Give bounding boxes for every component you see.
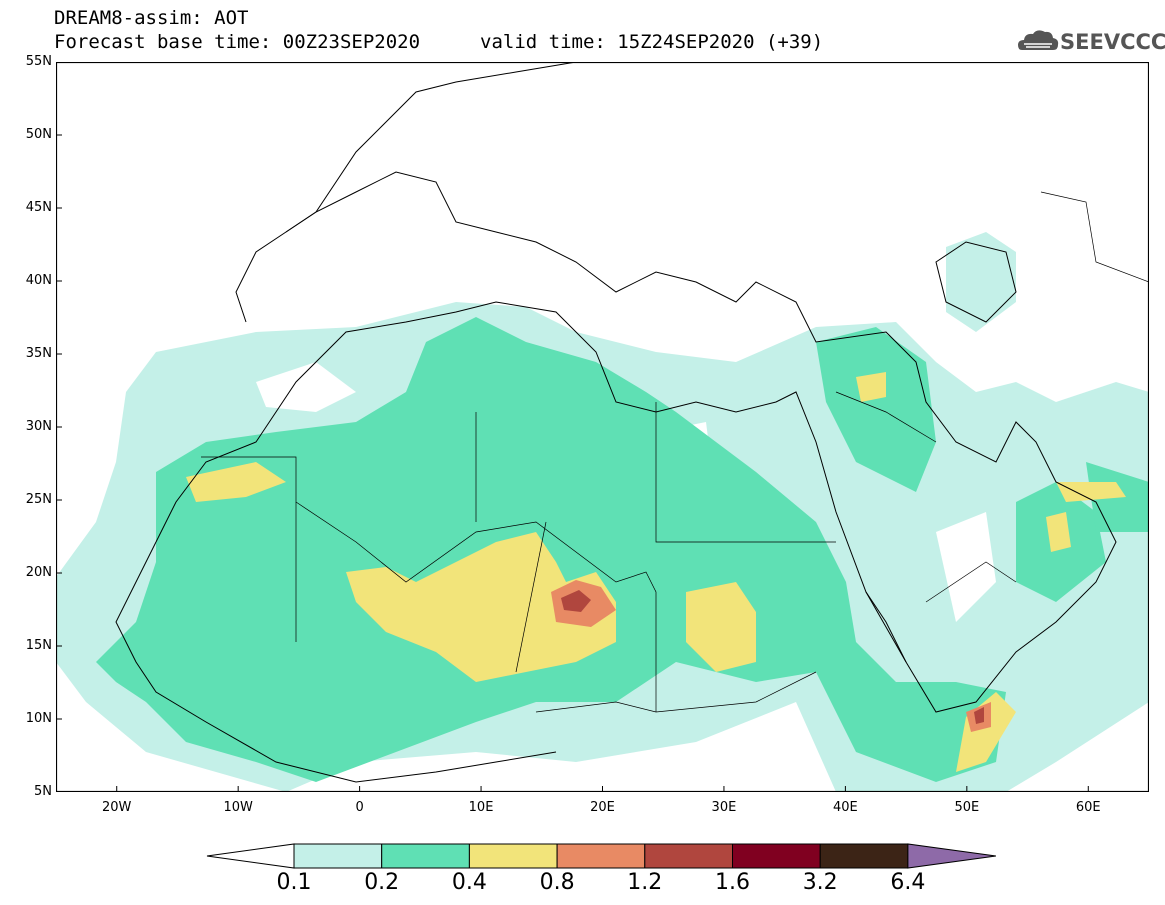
lon-label: 50E xyxy=(954,800,980,815)
lat-label: 30N xyxy=(25,419,52,434)
aot-map xyxy=(56,62,1149,792)
country-borders xyxy=(201,191,1149,713)
colorbar-under-triangle xyxy=(206,843,295,869)
colorbar-bin xyxy=(293,843,383,869)
lat-label: 15N xyxy=(25,638,52,653)
colorbar-label: 3.2 xyxy=(802,870,838,895)
aot-field-0-4 xyxy=(186,372,1126,772)
colorbar-label: 0.8 xyxy=(539,870,575,895)
lat-label: 55N xyxy=(25,54,52,69)
map-title: DREAM8-assim: AOT xyxy=(54,7,249,29)
valid-time: valid time: 15Z24SEP2020 (+39) xyxy=(480,31,824,53)
colorbar-label: 0.1 xyxy=(276,870,312,895)
colorbar xyxy=(206,843,1001,873)
colorbar-label: 0.4 xyxy=(451,870,487,895)
colorbar-bin xyxy=(556,843,646,869)
colorbar-bin xyxy=(468,843,558,869)
axis-ticks xyxy=(56,62,1089,792)
map-panel xyxy=(56,62,1149,792)
lat-label: 50N xyxy=(25,127,52,142)
colorbar-label: 1.6 xyxy=(715,870,750,895)
lat-label: 10N xyxy=(25,711,52,726)
colorbar-bin xyxy=(644,843,733,869)
colorbar-bin xyxy=(819,843,909,869)
aot-field-1-2 xyxy=(561,590,984,724)
colorbar-bin xyxy=(732,843,821,869)
seevccc-cloud-logo-icon xyxy=(1018,30,1059,50)
seevccc-logo-text: SEEVCCC xyxy=(1060,30,1165,54)
lat-label: 45N xyxy=(25,200,52,215)
lat-label: 25N xyxy=(25,492,52,507)
forecast-base-time: Forecast base time: 00Z23SEP2020 xyxy=(54,31,421,53)
lat-label: 35N xyxy=(25,346,52,361)
lat-label: 5N xyxy=(34,784,52,799)
colorbar-label: 1.2 xyxy=(627,870,663,895)
lon-label: 30E xyxy=(711,800,737,815)
lon-label: 0 xyxy=(355,800,364,815)
lon-label: 10W xyxy=(223,800,253,815)
lon-label: 10E xyxy=(468,800,494,815)
lat-label: 40N xyxy=(25,273,52,288)
colorbar-label: 0.2 xyxy=(364,870,400,895)
colorbar-label: 6.4 xyxy=(890,870,926,895)
coastlines xyxy=(115,62,1117,783)
lon-label: 20W xyxy=(102,800,132,815)
colorbar-bin xyxy=(381,843,470,869)
colorbar-over-triangle xyxy=(907,843,996,869)
lon-label: 60E xyxy=(1075,800,1101,815)
lon-label: 20E xyxy=(590,800,615,815)
colorbar-svg xyxy=(206,843,996,869)
lat-label: 20N xyxy=(25,565,52,580)
lon-label: 40E xyxy=(832,800,858,815)
